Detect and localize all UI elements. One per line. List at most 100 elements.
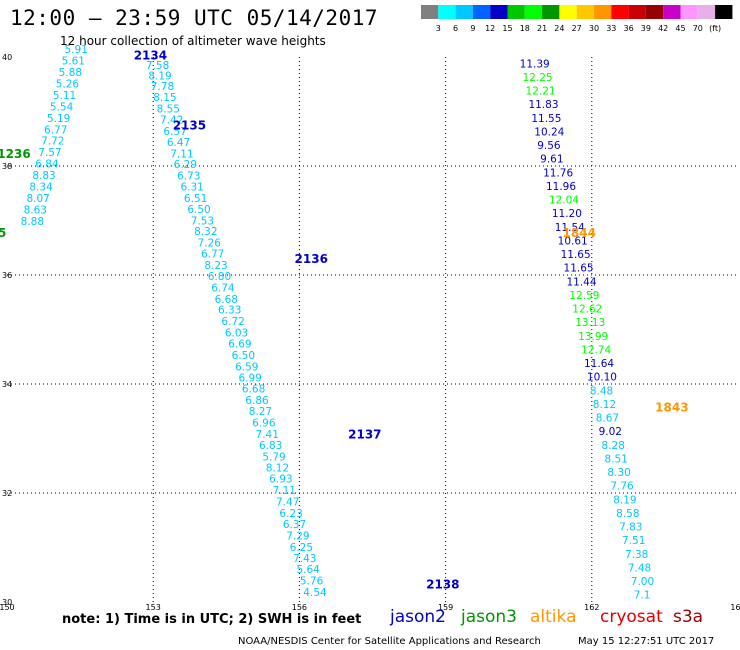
x-tick-label: 159 (438, 603, 453, 612)
y-tick-label: 32 (2, 489, 12, 498)
footer-credit: NOAA/NESDIS Center for Satellite Applica… (238, 636, 541, 647)
data-label-jason2: 11.44 (566, 276, 596, 288)
y-tick-label: 30 (2, 598, 12, 607)
colorbar-label: 21 (537, 24, 547, 33)
data-label-jason2: 8.30 (607, 467, 630, 479)
colorbar-swatch (542, 5, 560, 19)
data-label-jason2: 11.54 (555, 222, 585, 234)
data-label-jason2: 6.69 (228, 338, 251, 350)
data-label-jason2: 6.80 (208, 271, 231, 283)
legend-cryosat: cryosat (600, 607, 663, 627)
data-label-jason2: 6.77 (201, 249, 224, 261)
colorbar-swatch (697, 5, 716, 19)
data-label-jason2: 6.03 (225, 328, 248, 340)
data-label-jason2: 6.59 (235, 361, 258, 373)
data-label-jason2: 7.83 (619, 522, 642, 534)
footer-note: note: 1) Time is in UTC; 2) SWH is in fe… (62, 612, 362, 627)
colorbar-label: (ft) (709, 24, 721, 33)
data-label-jason2: 7.58 (146, 60, 169, 72)
data-label-jason2: 6.31 (180, 182, 203, 194)
legend-jason2: jason2 (390, 607, 446, 627)
x-tick-label: 165 (730, 603, 740, 612)
colorbar-swatch (663, 5, 681, 19)
data-label-jason2: 12.59 (569, 290, 599, 302)
colorbar-swatch (715, 5, 733, 19)
pass-label: 1235 (0, 226, 6, 240)
data-label-jason2: 8.12 (593, 399, 616, 411)
data-label-jason2: 6.68 (242, 384, 265, 396)
data-label-jason2: 8.12 (266, 463, 289, 475)
data-label-jason2: 8.15 (153, 92, 176, 104)
data-label-jason2: 6.23 (279, 508, 302, 520)
data-label-jason2: 7.41 (256, 429, 279, 441)
data-label-jason2: 8.55 (157, 104, 180, 116)
colorbar-swatch (559, 5, 577, 19)
colorbar-swatch (421, 5, 439, 19)
data-label-jason2: 7.42 (160, 114, 183, 126)
data-label-jason2: 7.76 (610, 481, 634, 493)
data-label-jason2: 8.27 (249, 406, 272, 418)
data-label-jason2: 6.33 (218, 305, 241, 317)
data-label-jason3: 6.77 (44, 124, 67, 136)
data-label-jason3: 5.54 (50, 101, 74, 113)
colorbar-label: 42 (658, 24, 668, 33)
pass-label: 2138 (426, 577, 459, 591)
data-label-jason3: 7.72 (41, 136, 64, 148)
data-label-jason2: 6.51 (184, 193, 207, 205)
data-label-jason2: 7.00 (631, 576, 654, 588)
data-label-jason2: 7.11 (170, 148, 193, 160)
data-label-jason3: 5.11 (53, 90, 76, 102)
pass-labels: 2134 2135 2136 2137 2138 1236 1235 1844 1843 (0, 49, 689, 592)
data-label-jason2: 11.39 (520, 58, 550, 70)
data-label-jason2: 11.65 (561, 249, 591, 261)
data-marks: 7.588.197.788.158.557.426.576.477.116.29… (21, 44, 655, 602)
data-label-jason2: 8.48 (590, 385, 613, 397)
data-label-jason2: 10.10 (587, 372, 617, 384)
data-label-jason2: 7.43 (293, 553, 316, 565)
pass-label: 1843 (655, 400, 688, 414)
data-label-jason2: 7.48 (628, 562, 651, 574)
colorbar-label: 30 (589, 24, 599, 33)
colorbar-swatch (645, 5, 664, 19)
data-label-jason2: 7.11 (273, 485, 296, 497)
data-label-jason2: 6.83 (259, 440, 282, 452)
data-label-jason2: 6.25 (290, 542, 313, 554)
data-label-jason2: 7.53 (191, 215, 214, 227)
colorbar-swatch (438, 5, 456, 19)
data-label-jason2: 10.61 (558, 235, 588, 247)
data-label-jason3: 8.63 (24, 204, 47, 216)
data-label-jason2: 6.50 (187, 204, 210, 216)
data-label-jason2: 7.78 (151, 81, 174, 93)
data-label-jason3: 5.61 (62, 56, 85, 68)
colorbar-swatch (524, 5, 543, 19)
data-label-jason2: 7.1 (634, 590, 651, 602)
data-label-jason2: 7.47 (276, 497, 299, 509)
x-tick-label: 162 (584, 603, 599, 612)
grid-lines (7, 57, 738, 602)
y-tick-label: 40 (2, 53, 12, 62)
data-label-jason2: 6.57 (163, 126, 186, 138)
data-label-jason2: 6.29 (174, 159, 197, 171)
colorbar-swatch (472, 5, 491, 19)
colorbar-label: 70 (693, 24, 703, 33)
data-label-jason2: 8.28 (602, 440, 625, 452)
pass-label: 1236 (0, 147, 31, 161)
data-label-jason2: 6.37 (283, 519, 306, 531)
data-label-jason2: 6.50 (232, 350, 255, 362)
data-label-jason2: 13.13 (575, 317, 605, 329)
data-label-jason3: 8.07 (26, 193, 49, 205)
data-label-jason3: 5.19 (47, 113, 70, 125)
colorbar-swatch (680, 5, 698, 19)
data-label-jason2: 6.96 (252, 418, 276, 430)
y-tick-label: 34 (2, 380, 12, 389)
colorbar-label: 15 (502, 24, 512, 33)
data-label-jason2: 8.67 (596, 413, 619, 425)
data-label-jason2: 8.23 (204, 260, 227, 272)
data-label-jason2: 11.96 (546, 181, 576, 193)
data-label-jason3: 5.88 (59, 67, 82, 79)
data-label-jason2: 9.02 (599, 426, 622, 438)
data-label-jason2: 4.54 (303, 587, 327, 599)
footer-timestamp: May 15 12:27:51 UTC 2017 (578, 636, 715, 647)
colorbar-swatch (576, 5, 594, 19)
